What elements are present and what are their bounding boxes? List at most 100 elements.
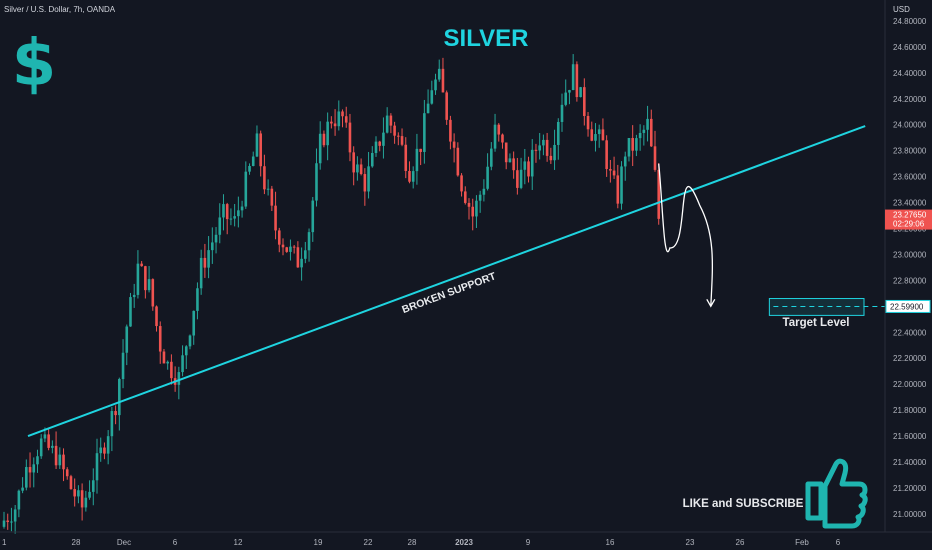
candle-body (251, 156, 255, 166)
candle-body (144, 266, 147, 291)
candle-body (248, 165, 251, 172)
time-tick-label: 28 (408, 538, 417, 547)
candle-body (646, 118, 649, 130)
candle-body (597, 129, 601, 135)
candle-body (289, 246, 292, 252)
candle-body (601, 129, 605, 141)
candle-body (508, 158, 512, 163)
candle-body (39, 438, 43, 457)
candle-body (95, 453, 99, 481)
candle-body (233, 216, 236, 219)
candle-body (158, 326, 162, 352)
candle-body (69, 476, 73, 490)
candle-body (244, 171, 248, 207)
candle-body (263, 166, 266, 190)
candle-body (423, 113, 426, 152)
candle-body (311, 200, 315, 233)
price-axis[interactable]: 21.00000 21.20000 21.40000 21.60000 21.80000… (885, 17, 932, 519)
time-tick-label: 16 (606, 538, 615, 547)
candle-body (58, 454, 62, 466)
candle-body (47, 434, 50, 448)
target-level-label: Target Level (783, 317, 850, 329)
candle-body (400, 136, 404, 145)
target-box (768, 298, 865, 316)
candle-body (84, 497, 88, 508)
candle-body (28, 467, 32, 473)
candle-body (184, 346, 188, 356)
candle-body (341, 111, 344, 117)
candle-body (359, 164, 363, 175)
candle-body (222, 204, 225, 218)
candle-body (80, 490, 84, 508)
candle-body (344, 116, 348, 123)
candle-body (411, 171, 415, 182)
symbol-line: Silver / U.S. Dollar, 7h, OANDA (4, 5, 116, 14)
time-axis[interactable]: 1 28 Dec 6 12 19 22 28 2023 9 16 23 26 Feb 6 (2, 538, 841, 547)
candle-body (296, 247, 300, 268)
currency-label: USD (893, 5, 910, 14)
time-tick-label: 12 (234, 538, 243, 547)
projection-arrowhead (706, 298, 716, 308)
candle-body (534, 149, 538, 151)
candle-body (77, 490, 80, 497)
candles-layer (2, 54, 661, 534)
candle-body (590, 129, 594, 141)
candle-body (162, 351, 166, 364)
candle-body (523, 161, 527, 170)
candle-body (512, 158, 515, 171)
candle-body (181, 355, 184, 373)
time-tick-label: 1 (2, 538, 7, 547)
candle-body (452, 141, 456, 148)
candle-body (51, 445, 54, 448)
candle-body (571, 64, 575, 91)
time-tick-label: 2023 (455, 538, 473, 547)
price-tick-label: 23.00000 (893, 250, 927, 259)
like-subscribe-label: LIKE and SUBSCRIBE (683, 498, 804, 510)
candle-body (300, 258, 303, 268)
candle-body (467, 202, 471, 207)
price-tick-label: 22.40000 (893, 328, 927, 337)
candle-body (43, 434, 47, 439)
candle-body (516, 170, 519, 188)
current-price-label: 23.27650 (893, 211, 927, 220)
candle-body (125, 326, 129, 353)
time-tick-label: 6 (173, 538, 178, 547)
candle-body (214, 234, 218, 243)
candle-body (106, 436, 110, 454)
candle-body (255, 133, 259, 157)
thumbs-up-icon (805, 458, 868, 529)
candle-body (497, 124, 501, 135)
candle-body (155, 306, 158, 327)
price-tick-label: 24.80000 (893, 17, 927, 26)
candle-body (203, 257, 207, 268)
time-tick-label: 19 (314, 538, 323, 547)
candle-body (616, 175, 620, 204)
candle-body (408, 170, 411, 182)
candle-body (330, 121, 333, 124)
candle-body (549, 155, 553, 161)
candle-body (170, 361, 173, 379)
candle-body (430, 90, 434, 104)
candle-body (609, 169, 612, 171)
candle-body (32, 464, 36, 473)
candle-body (177, 372, 181, 385)
candle-body (36, 456, 39, 465)
candle-body (374, 141, 378, 153)
candle-body (560, 104, 564, 122)
target-price-label: 22.59900 (890, 302, 924, 311)
candle-body (292, 246, 296, 248)
candle-body (471, 206, 475, 217)
candle-body (586, 115, 590, 130)
price-tick-label: 23.40000 (893, 199, 927, 208)
candle-body (91, 480, 95, 492)
candle-body (237, 210, 240, 217)
candle-body (229, 218, 233, 220)
countdown-label: 02:29:06 (893, 220, 925, 229)
candle-body (501, 134, 504, 143)
candle-body (475, 200, 478, 217)
price-tick-label: 21.20000 (893, 484, 927, 493)
price-tick-label: 21.80000 (893, 406, 927, 415)
candle-body (460, 175, 463, 192)
